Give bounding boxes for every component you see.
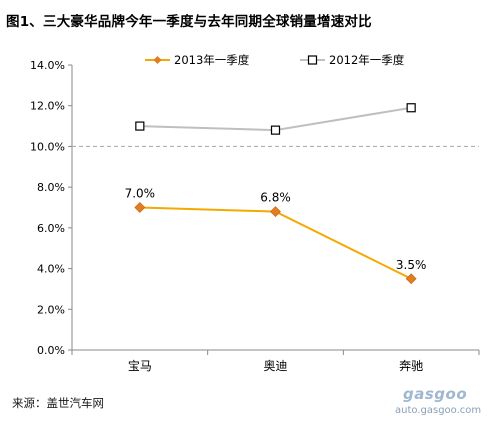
x-tick-label: 宝马 xyxy=(128,359,152,373)
data-label-2013: 6.8% xyxy=(260,191,291,205)
source-note: 来源：盖世汽车网 xyxy=(12,396,104,410)
watermark-url: auto.gasgoo.com xyxy=(395,405,482,416)
point-marker-2013 xyxy=(270,206,281,217)
y-tick-label: 4.0% xyxy=(37,263,65,276)
y-tick-label: 14.0% xyxy=(30,59,65,72)
gasgoo-watermark: gasgoo auto.gasgoo.com xyxy=(395,385,487,421)
series-line-2013 xyxy=(139,206,412,280)
point-marker-2013 xyxy=(405,273,417,285)
point-marker-2012 xyxy=(135,121,145,131)
point-marker-2012 xyxy=(270,125,281,135)
watermark-name: gasgoo xyxy=(403,385,468,403)
point-marker-2013 xyxy=(134,202,146,213)
legend-label-2012: 2012年一季度 xyxy=(329,53,405,67)
chart-title: 图1、三大豪华品牌今年一季度与去年同期全球销量增速对比 xyxy=(6,14,372,30)
y-tick-label: 0.0% xyxy=(37,344,65,357)
data-label-2013: 3.5% xyxy=(396,258,427,272)
legend-marker-2013 xyxy=(153,56,162,64)
legend-label-2013: 2013年一季度 xyxy=(174,53,250,67)
x-tick-label: 奔驰 xyxy=(399,359,423,373)
y-tick-label: 2.0% xyxy=(37,303,65,316)
y-tick-label: 10.0% xyxy=(30,140,65,153)
legend: 2013年一季度 2012年一季度 xyxy=(145,53,405,67)
x-tick-label: 奥迪 xyxy=(263,359,287,373)
y-tick-label: 8.0% xyxy=(37,181,65,194)
data-label-2013: 7.0% xyxy=(125,187,156,201)
y-tick-label: 12.0% xyxy=(30,100,65,113)
y-tick-label: 6.0% xyxy=(37,222,65,235)
legend-marker-2012 xyxy=(307,55,318,65)
point-marker-2012 xyxy=(406,103,416,113)
chart-axes: 0.0% 2.0% 4.0% 6.0% 8.0% 10.0% 12.0% 14.0% 宝马 奥迪 奔… xyxy=(30,59,480,373)
series-group: 7.0% 6.8% 3.5% xyxy=(125,103,427,285)
